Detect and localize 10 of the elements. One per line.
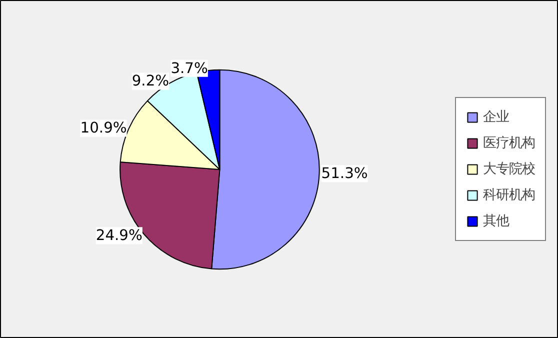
- legend-label: 企业: [483, 108, 509, 126]
- data-label: 9.2%: [132, 72, 170, 90]
- data-label: 24.9%: [96, 227, 143, 244]
- data-label: 10.9%: [80, 120, 127, 137]
- legend-label: 大专院校: [483, 160, 535, 178]
- data-label: 51.3%: [321, 165, 368, 182]
- legend-label: 科研机构: [483, 187, 535, 204]
- data-label: 3.7%: [170, 60, 208, 77]
- legend-label: 医疗机构: [483, 134, 535, 152]
- legend-label: 其他: [483, 213, 509, 230]
